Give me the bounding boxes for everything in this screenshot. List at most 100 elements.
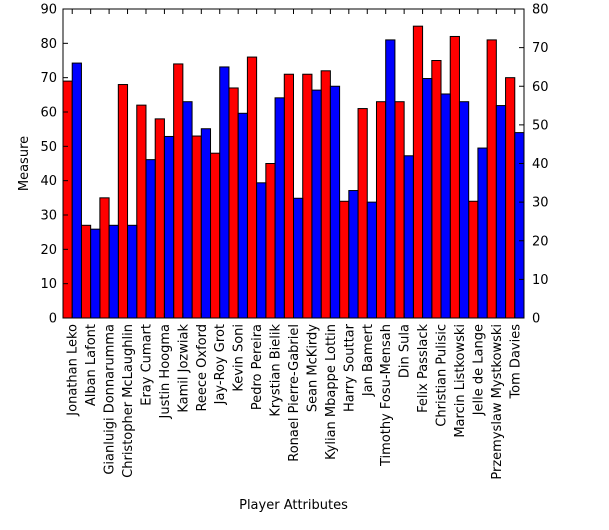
bar-red-22 xyxy=(468,200,479,319)
y2-tick-label: 20 xyxy=(532,234,549,249)
x-tick-label: Jonathan Leko xyxy=(66,324,81,417)
y2-tick-label: 50 xyxy=(532,118,549,133)
bar-red-4 xyxy=(136,104,147,319)
bar-red-19 xyxy=(412,25,424,319)
bar-blue-5 xyxy=(163,135,175,319)
x-tick-label: Ronael Pierre-Gabriel xyxy=(287,324,302,462)
y-tick-label: 90 xyxy=(40,3,57,18)
bar-blue-1 xyxy=(90,228,101,319)
bar-blue-9 xyxy=(237,112,248,319)
y2-tick-label: 40 xyxy=(532,157,549,172)
bar-red-11 xyxy=(265,163,276,319)
bar-blue-17 xyxy=(385,39,396,319)
x-tick-label: Krystian Bielik xyxy=(269,324,284,417)
x-tick-label: Eray Cumart xyxy=(139,324,154,406)
bar-blue-10 xyxy=(256,182,267,319)
x-tick-label: Jelle de Lange xyxy=(471,324,486,416)
x-axis-label: Player Attributes xyxy=(239,498,348,513)
bar-blue-24 xyxy=(514,132,525,319)
y-tick-label: 50 xyxy=(40,140,57,155)
x-tick-label: Harry Souttar xyxy=(342,323,357,412)
y-tick-label: 10 xyxy=(40,277,57,292)
x-tick-label: Justin Hoogma xyxy=(158,324,173,420)
bar-blue-19 xyxy=(422,78,433,319)
bar-red-6 xyxy=(173,63,184,319)
x-tick-label: Christopher McLaughlin xyxy=(121,324,136,478)
bar-blue-18 xyxy=(403,155,414,319)
y-tick-label: 20 xyxy=(40,243,57,258)
bars-layer xyxy=(62,25,525,319)
x-tick-label: Felix Passlack xyxy=(416,324,431,413)
bar-red-15 xyxy=(339,200,350,319)
bar-red-0 xyxy=(62,80,73,319)
bar-red-3 xyxy=(117,84,129,319)
y-tick-label: 40 xyxy=(40,174,57,189)
x-tick-label: Marcin Listkowski xyxy=(453,324,468,438)
x-tick-label: Kylian Mbappe Lottin xyxy=(324,324,339,460)
y-axis-label: Measure xyxy=(17,136,32,191)
bar-red-9 xyxy=(228,87,239,319)
bar-blue-2 xyxy=(108,224,119,319)
y-tick-label: 70 xyxy=(40,71,57,86)
bar-red-12 xyxy=(283,73,294,319)
bar-blue-20 xyxy=(440,93,451,319)
bar-blue-8 xyxy=(219,66,230,319)
bar-blue-16 xyxy=(366,201,377,319)
x-tick-label: Jan Bamert xyxy=(361,324,376,397)
y2-tick-label: 0 xyxy=(532,312,540,327)
y-tick-label: 0 xyxy=(49,312,57,327)
y2-tick-label: 70 xyxy=(532,41,549,56)
bar-blue-4 xyxy=(145,159,156,319)
bar-red-18 xyxy=(394,101,405,319)
x-tick-label: Din Sula xyxy=(398,324,413,378)
bar-blue-7 xyxy=(200,128,212,319)
bar-red-13 xyxy=(302,73,313,319)
y2-tick-label: 30 xyxy=(532,196,549,211)
x-tick-label: Alban Lafont xyxy=(84,324,99,406)
x-tick-label: Sean McKirdy xyxy=(305,324,320,412)
bar-red-17 xyxy=(375,101,387,319)
x-tick-label: Przemyslaw Mystkowski xyxy=(490,324,505,480)
bar-blue-6 xyxy=(182,101,193,319)
bar-blue-11 xyxy=(274,97,285,319)
bar-blue-0 xyxy=(71,62,82,319)
bar-red-10 xyxy=(246,56,258,319)
bar-blue-3 xyxy=(127,224,138,319)
bar-blue-13 xyxy=(311,89,322,319)
x-tick-label: Pedro Pereira xyxy=(250,324,265,410)
bar-red-8 xyxy=(210,152,221,319)
y2-tick-label: 80 xyxy=(532,3,549,18)
x-tick-label: Christian Pulisic xyxy=(435,324,450,427)
bar-red-2 xyxy=(99,197,110,319)
ticks-layer: 0 10 20 30 40 50 60 70 80 90 0 10 20 30 40 50 60 70 80 Jona… xyxy=(40,3,548,480)
x-tick-label: Jay-Roy Grot xyxy=(213,324,228,405)
bar-red-24 xyxy=(505,77,516,319)
x-tick-label: Timothy Fosu-Mensah xyxy=(379,324,394,467)
bar-blue-14 xyxy=(329,85,341,319)
x-tick-label: Reece Oxford xyxy=(195,324,210,412)
y-tick-label: 30 xyxy=(40,209,57,224)
bar-blue-23 xyxy=(495,105,507,319)
bar-blue-15 xyxy=(348,190,359,319)
bar-blue-12 xyxy=(293,197,304,319)
bar-red-1 xyxy=(80,224,92,319)
bar-red-23 xyxy=(486,39,497,319)
x-tick-label: Gianluigi Donnarumma xyxy=(103,324,118,475)
x-tick-label: Kevin Soni xyxy=(232,324,247,392)
y-tick-label: 80 xyxy=(40,37,57,52)
bar-blue-22 xyxy=(477,147,488,319)
bar-red-20 xyxy=(431,60,442,319)
y2-tick-label: 60 xyxy=(532,80,549,95)
bar-red-16 xyxy=(357,108,368,319)
y-tick-label: 60 xyxy=(40,106,57,121)
bar-red-21 xyxy=(449,35,460,319)
y2-tick-label: 10 xyxy=(532,273,549,288)
bar-red-14 xyxy=(320,70,331,319)
bar-red-7 xyxy=(191,135,202,319)
x-tick-label: Tom Davies xyxy=(508,324,523,400)
x-tick-label: Kamil Jozwiak xyxy=(176,324,191,413)
bar-blue-21 xyxy=(458,101,470,319)
bar-red-5 xyxy=(154,118,165,319)
